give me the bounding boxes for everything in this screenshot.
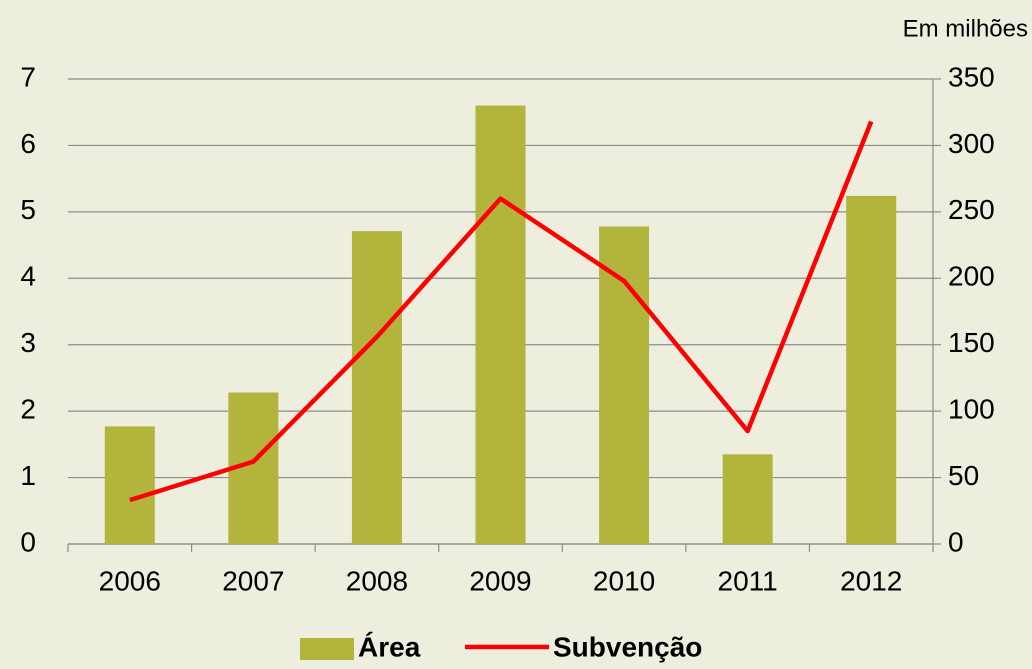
y2-tick-label: 150 — [948, 327, 995, 358]
line — [129, 120, 874, 503]
y2-tick-label: 350 — [948, 61, 995, 92]
x-tick-label: 2009 — [469, 565, 531, 596]
y-tick-label: 4 — [20, 261, 36, 292]
x-tick-label: 2007 — [222, 565, 284, 596]
bar — [722, 454, 773, 544]
y-tick-label: 3 — [20, 327, 36, 358]
bar — [846, 195, 897, 544]
y2-tick-label: 50 — [948, 460, 979, 491]
y-tick-label: 0 — [20, 526, 36, 557]
bar — [104, 426, 155, 544]
x-tick-label: 2008 — [346, 565, 408, 596]
legend-swatch — [300, 638, 354, 660]
y-tick-label: 1 — [20, 460, 36, 491]
bar — [475, 105, 526, 545]
x-tick-label: 2011 — [718, 565, 778, 596]
y-tick-label: 2 — [20, 394, 36, 425]
x-tick-label: 2006 — [99, 565, 161, 596]
x-tick-label: 2010 — [593, 565, 655, 596]
legend-label: Área — [358, 631, 421, 662]
y2-tick-label: 250 — [948, 194, 995, 225]
unit-note: Em milhões — [903, 15, 1028, 42]
x-tick-label: 2012 — [840, 565, 902, 596]
y-tick-label: 7 — [20, 61, 36, 92]
y2-tick-label: 100 — [948, 394, 995, 425]
bar — [599, 226, 650, 544]
legend-label: Subvenção — [553, 631, 702, 662]
y2-tick-label: 300 — [948, 128, 995, 159]
y2-tick-label: 0 — [948, 526, 964, 557]
y-tick-label: 5 — [20, 194, 36, 225]
y-tick-label: 6 — [20, 128, 36, 159]
y2-tick-label: 200 — [948, 261, 995, 292]
bar — [351, 231, 402, 544]
